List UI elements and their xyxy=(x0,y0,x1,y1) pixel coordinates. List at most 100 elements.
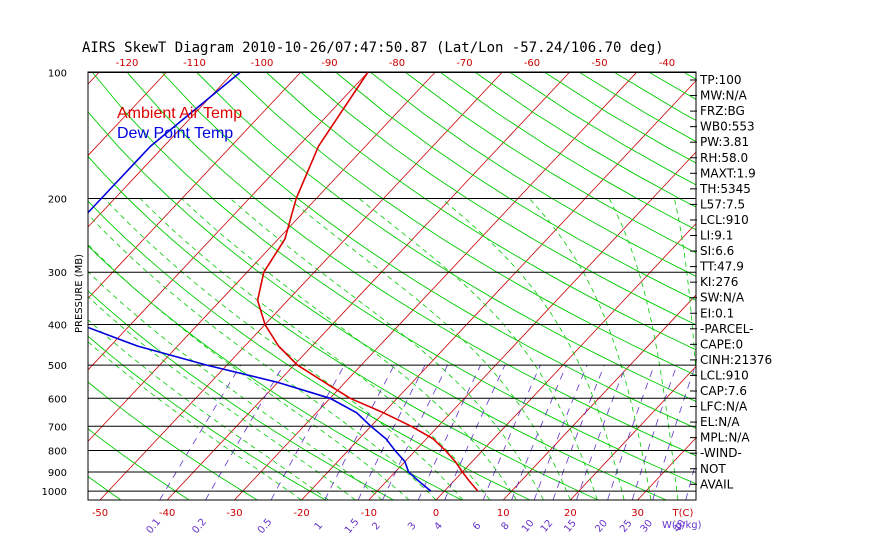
dry-adiabat-line xyxy=(440,72,696,231)
top-temp-tick-label: -70 xyxy=(456,58,472,69)
mixing-ratio-tick-label: 1 xyxy=(313,520,326,532)
mixing-ratio-line xyxy=(270,364,345,500)
mixing-ratio-unit-label: W(g/kg) xyxy=(662,520,702,531)
bottom-temp-tick-label: -30 xyxy=(226,508,242,519)
isotherm-line xyxy=(99,72,503,500)
moist-adiabat-line xyxy=(104,198,464,500)
mixing-ratio-line xyxy=(357,364,426,500)
bottom-temp-tick-label: -40 xyxy=(159,508,175,519)
index-label: SW:N/A xyxy=(700,291,745,305)
dry-adiabat-line xyxy=(370,72,696,277)
dry-adiabat-line xyxy=(823,73,870,501)
mixing-ratio-tick-label: 0.1 xyxy=(144,517,163,536)
dry-adiabat-line xyxy=(88,155,599,500)
moist-adiabat-line xyxy=(88,244,410,500)
bottom-temp-tick-label: 20 xyxy=(564,508,577,519)
bottom-temp-tick-label: -20 xyxy=(293,508,309,519)
dry-adiabat-line xyxy=(88,381,258,500)
top-temp-tick-label: -50 xyxy=(591,58,607,69)
dew-point-temp-line xyxy=(88,72,432,492)
dry-adiabat-line xyxy=(88,245,463,500)
isotherm-line xyxy=(166,72,570,500)
isotherm-line xyxy=(435,222,696,500)
index-label: L57:7.5 xyxy=(700,197,745,211)
index-label: TH:5345 xyxy=(699,182,751,196)
bottom-temp-tick-label: 0 xyxy=(433,508,439,519)
isotherm-line xyxy=(234,72,637,500)
bottom-temp-tick-label: 10 xyxy=(497,508,510,519)
dry-adiabat-line xyxy=(266,72,696,351)
mixing-ratio-tick-label: 15 xyxy=(562,518,579,535)
moist-adiabat-line xyxy=(288,198,571,500)
legend-dew-point-temp: Dew Point Temp xyxy=(117,125,233,142)
mixing-ratio-tick-label: 20 xyxy=(593,518,610,535)
index-label: RH:58.0 xyxy=(700,151,748,165)
pressure-tick-label: 800 xyxy=(48,447,67,458)
mixing-ratio-line xyxy=(652,364,696,500)
dry-adiabat-line xyxy=(88,200,531,500)
index-label: AVAIL xyxy=(700,477,734,491)
mixing-ratio-line xyxy=(511,364,567,500)
isotherm-line xyxy=(301,80,696,500)
index-label: -PARCEL- xyxy=(700,322,754,336)
top-temp-tick-label: -110 xyxy=(183,58,206,69)
dry-adiabat-line xyxy=(88,335,326,500)
mixing-ratio-tick-label: 6 xyxy=(471,520,484,532)
mixing-ratio-line xyxy=(576,364,627,500)
top-temp-tick-label: -40 xyxy=(659,58,675,69)
index-label: FRZ:BG xyxy=(700,104,745,118)
dry-adiabat-line xyxy=(0,73,53,501)
mixing-ratio-tick-label: 4 xyxy=(433,520,446,532)
moist-adiabat-line xyxy=(88,341,302,500)
top-temp-tick-label: -90 xyxy=(321,58,337,69)
stability-indices: TP:100MW:N/AFRZ:BGWB0:553PW:3.81RH:58.0M… xyxy=(690,73,772,491)
moist-adiabat-line xyxy=(608,198,679,500)
index-label: EI:0.1 xyxy=(700,306,734,320)
dry-adiabat-line xyxy=(88,290,394,500)
mixing-ratio-line xyxy=(482,364,541,500)
index-label: CAP:7.6 xyxy=(700,384,747,398)
dry-adiabat-line xyxy=(161,72,696,429)
dry-adiabat-line xyxy=(88,111,667,500)
index-label: MPL:N/A xyxy=(700,431,750,445)
pressure-tick-label: 100 xyxy=(48,69,67,80)
pressure-tick-label: 500 xyxy=(48,361,67,372)
pressure-tick-label: 200 xyxy=(48,195,67,206)
bottom-temp-tick-label: -50 xyxy=(92,508,108,519)
index-label: MW:N/A xyxy=(700,89,748,103)
index-label: WB0:553 xyxy=(700,120,755,134)
mixing-ratio-line xyxy=(631,364,678,500)
index-label: CINH:21376 xyxy=(700,353,772,367)
moist-adiabat-line xyxy=(88,296,356,500)
moist-adiabat-line xyxy=(88,271,383,500)
mixing-ratio-line xyxy=(685,460,696,500)
mixing-ratio-tick-label: 12 xyxy=(539,518,556,535)
isotherm-line xyxy=(88,72,167,157)
mixing-ratio-tick-label: 0.2 xyxy=(190,517,209,536)
index-label: MAXT:1.9 xyxy=(700,166,756,180)
index-label: NOT xyxy=(700,462,726,476)
index-label: -WIND- xyxy=(700,446,742,460)
isotherm-line xyxy=(88,72,234,228)
top-temp-tick-label: -80 xyxy=(389,58,405,69)
dry-adiabat-line xyxy=(475,72,696,208)
mixing-ratio-tick-label: 30 xyxy=(639,518,656,535)
index-label: TP:100 xyxy=(699,73,742,87)
isotherm-line xyxy=(772,73,870,501)
dry-adiabat-line xyxy=(196,72,696,402)
dry-adiabat-line xyxy=(88,428,190,500)
mixing-ratio-line xyxy=(417,364,481,500)
mixing-ratio-tick-label: 8 xyxy=(499,520,512,532)
moist-adiabat-line xyxy=(88,319,329,500)
temp-unit-label: T(C) xyxy=(672,508,694,519)
mixing-ratio-line xyxy=(552,364,605,500)
mixing-ratio-line xyxy=(205,364,284,500)
top-temp-tick-label: -120 xyxy=(116,58,139,69)
chart-title: AIRS SkewT Diagram 2010-10-26/07:47:50.8… xyxy=(82,40,664,56)
dry-adiabat-line xyxy=(754,73,870,501)
isotherm-line xyxy=(0,73,32,501)
pressure-tick-label: 700 xyxy=(48,422,67,433)
index-label: LCL:910 xyxy=(700,213,749,227)
y-axis-label: PRESSURE (MB) xyxy=(74,254,85,333)
